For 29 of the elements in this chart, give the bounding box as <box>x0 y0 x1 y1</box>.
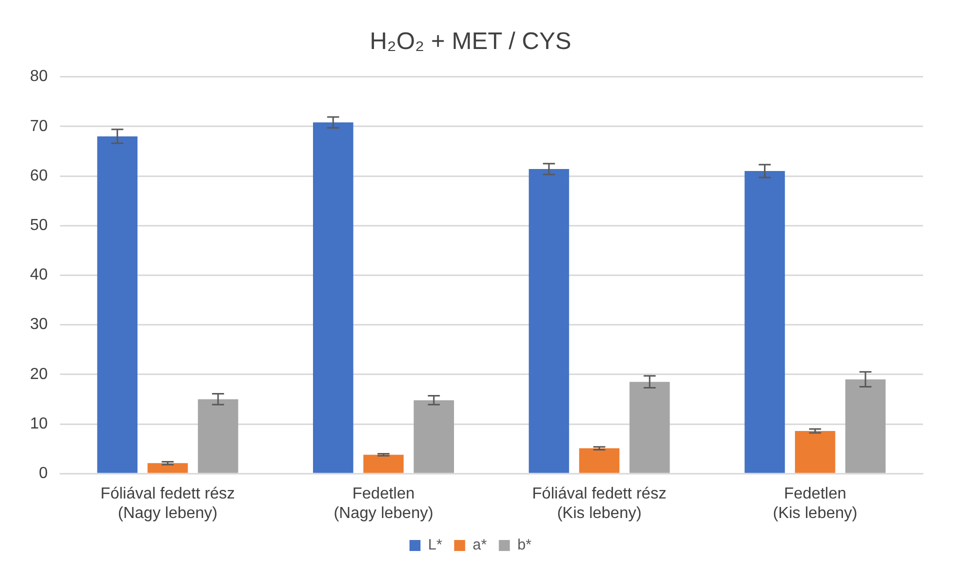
y-tick-label: 70 <box>30 118 48 135</box>
bar <box>744 171 785 473</box>
y-tick-label: 60 <box>30 167 48 184</box>
legend-label: b* <box>517 536 532 554</box>
chart-title: H₂O₂ + MET / CYS <box>370 28 572 56</box>
bar <box>845 379 886 473</box>
bar <box>198 399 238 473</box>
y-tick-label: 30 <box>30 316 48 334</box>
x-tick-label: Fedetlen (Nagy lebeny) <box>334 486 434 522</box>
bar <box>630 382 670 473</box>
legend-label: L* <box>428 536 442 554</box>
bar <box>414 400 454 473</box>
x-tick-label: Fóliával fedett rész (Kis lebeny) <box>532 486 666 522</box>
bar <box>363 454 404 473</box>
bar <box>97 136 138 473</box>
y-tick-label: 10 <box>30 415 48 432</box>
bar <box>313 122 354 473</box>
x-tick-label: Fedetlen (Kis lebeny) <box>772 486 858 522</box>
y-tick-label: 20 <box>30 366 48 383</box>
bar <box>148 463 188 473</box>
bar <box>579 448 620 473</box>
y-tick-label: 80 <box>30 68 48 86</box>
bar <box>794 430 836 473</box>
x-tick-label: Fóliával fedett rész (Nagy lebeny) <box>100 486 235 522</box>
bar <box>528 169 570 473</box>
y-tick-label: 50 <box>30 217 48 234</box>
legend-label: a* <box>472 536 487 554</box>
y-tick-label: 0 <box>38 465 48 482</box>
y-tick-label: 40 <box>30 266 48 284</box>
